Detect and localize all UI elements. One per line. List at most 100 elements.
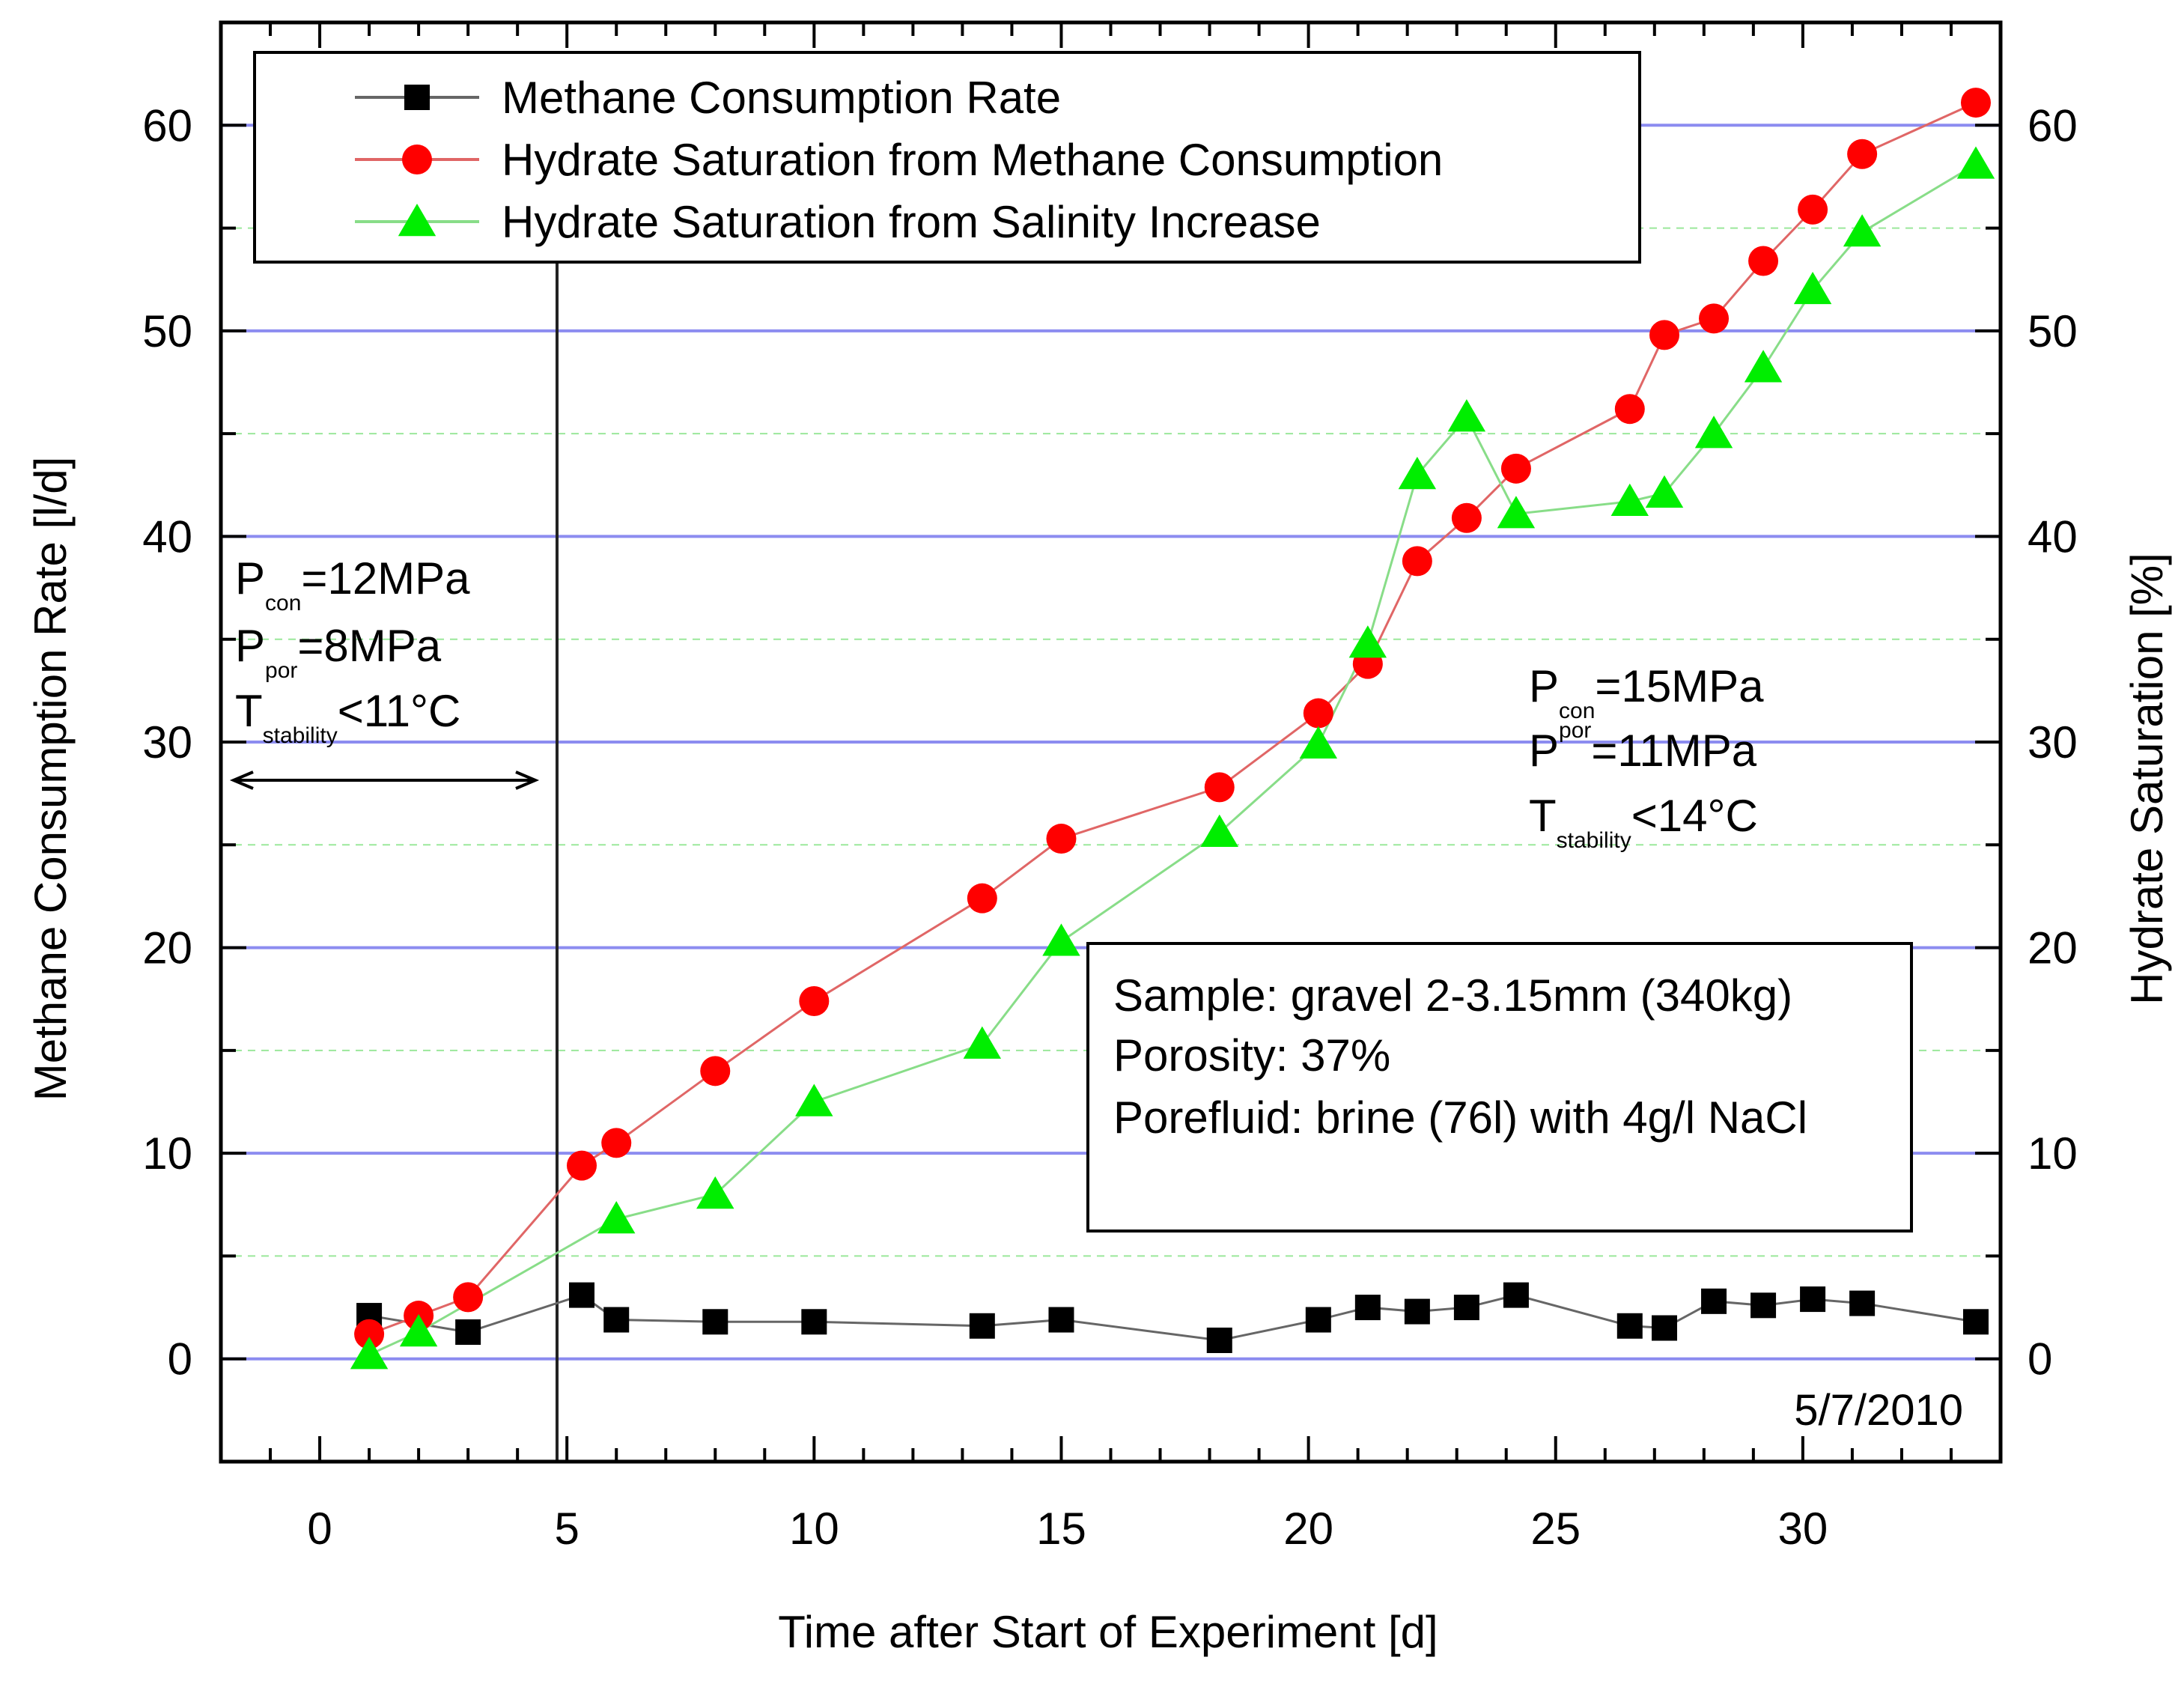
data-point-s2: [795, 1083, 833, 1116]
data-point-s2: [1956, 146, 1995, 179]
porefluid-line: Porefluid: brine (76l) with 4g/l NaCl: [1113, 1092, 1807, 1143]
data-point-s0: [1652, 1315, 1678, 1341]
y-tick-label-left: 10: [142, 1128, 192, 1179]
legend-label-0: Methane Consumption Rate: [502, 73, 1061, 123]
data-point-s2: [1348, 625, 1387, 658]
data-point-s0: [1800, 1286, 1826, 1313]
legend-marker-0: [404, 85, 430, 110]
legend-label-1: Hydrate Saturation from Methane Consumpt…: [502, 135, 1443, 185]
x-tick-label: 25: [1530, 1504, 1581, 1554]
data-point-s0: [1962, 1309, 1989, 1335]
data-point-s2: [1497, 496, 1536, 529]
y-tick-label-left: 30: [142, 717, 192, 768]
sample-info-box: Sample: gravel 2-3.15mm (340kg) Porosity…: [1086, 942, 1913, 1233]
axis-ticks: [219, 21, 2002, 1463]
annot-right-pcon: Pcon=15MPa: [1529, 661, 1764, 723]
arrow-head-left: [229, 771, 254, 790]
data-point-s1: [1649, 320, 1680, 350]
y-axis-title-left: Methane Consumption Rate [l/d]: [25, 457, 76, 1101]
data-point-s1: [1847, 139, 1878, 169]
x-axis-title: Time after Start of Experiment [d]: [778, 1607, 1438, 1657]
data-point-s2: [1843, 214, 1882, 247]
data-point-s1: [1046, 824, 1077, 854]
data-point-s2: [1694, 416, 1733, 449]
y-axis-title-right: Hydrate Saturation [%]: [2122, 553, 2172, 1005]
data-point-s1: [1303, 698, 1333, 729]
data-point-s1: [1451, 502, 1482, 533]
data-point-s2: [1645, 475, 1684, 508]
data-point-s0: [1616, 1313, 1643, 1339]
y-tick-label-right: 10: [2028, 1128, 2078, 1179]
data-point-s0: [969, 1313, 995, 1339]
data-point-s0: [1305, 1307, 1331, 1333]
data-point-s2: [399, 1314, 438, 1347]
annot-left-ppor: Ppor=8MPa: [235, 621, 442, 683]
legend-marker-2: [398, 204, 437, 237]
x-tick-label: 20: [1283, 1504, 1333, 1554]
data-point-s1: [967, 883, 997, 914]
x-tick-label: 15: [1036, 1504, 1086, 1554]
data-point-s0: [1453, 1295, 1479, 1321]
legend-frame: [253, 51, 1641, 264]
annot-left-tstab: Tstability<11°C: [235, 686, 460, 748]
date-label: 5/7/2010: [1794, 1386, 1963, 1435]
data-point-s2: [1042, 923, 1080, 956]
x-tick-label: 0: [307, 1504, 332, 1554]
data-point-s1: [1500, 453, 1531, 484]
data-point-s0: [569, 1282, 595, 1308]
data-point-s2: [1610, 483, 1649, 516]
porosity-line: Porosity: 37%: [1113, 1030, 1390, 1080]
data-point-s1: [567, 1150, 597, 1181]
data-point-s1: [1748, 246, 1779, 276]
data-point-s1: [799, 985, 830, 1016]
sample-line: Sample: gravel 2-3.15mm (340kg): [1113, 970, 1792, 1021]
y-tick-label-left: 40: [142, 511, 192, 562]
legend: Methane Consumption Rate Hydrate Saturati…: [253, 51, 1641, 264]
data-point-s1: [601, 1128, 632, 1158]
data-point-s0: [1354, 1295, 1381, 1321]
annot-left-pcon: Pcon=12MPa: [235, 553, 470, 616]
y-tick-label-left: 20: [142, 923, 192, 973]
sample-box-frame: [1086, 942, 1913, 1233]
y-tick-label-right: 0: [2028, 1334, 2052, 1385]
data-point-s1: [1960, 88, 1991, 118]
data-point-s2: [597, 1201, 636, 1234]
annot-right-ppor: Ppor=11MPa: [1529, 718, 1757, 776]
y-tick-label-left: 60: [142, 100, 192, 151]
legend-items: Methane Consumption Rate Hydrate Saturati…: [355, 73, 1443, 247]
series-line-1: [368, 101, 1977, 1336]
data-point-s1: [1614, 394, 1645, 425]
y-tick-label-right: 50: [2028, 306, 2078, 356]
data-point-s0: [1503, 1282, 1529, 1308]
data-point-s0: [1750, 1292, 1777, 1319]
data-point-s1: [453, 1282, 484, 1313]
data-point-s2: [1744, 350, 1783, 383]
x-tick-label: 10: [789, 1504, 839, 1554]
conditions-annotation-left: Pcon=12MPa Ppor=8MPa Tstability<11°C: [235, 553, 470, 748]
data-point-s2: [1200, 814, 1238, 848]
data-point-s0: [603, 1307, 630, 1333]
series-markers: [350, 88, 1995, 1370]
data-point-s2: [696, 1176, 734, 1209]
data-point-s2: [1793, 271, 1832, 305]
data-point-s0: [1849, 1290, 1876, 1316]
data-point-s0: [1048, 1307, 1074, 1333]
y-tick-label-right: 20: [2028, 923, 2078, 973]
data-point-s1: [1699, 303, 1730, 334]
arrow-head-right: [515, 771, 540, 790]
y-tick-label-right: 30: [2028, 717, 2078, 768]
data-point-s2: [1299, 726, 1338, 759]
data-point-s0: [455, 1319, 481, 1346]
data-point-s2: [963, 1026, 1002, 1059]
x-tick-label: 30: [1778, 1504, 1828, 1554]
double-arrow: [229, 771, 540, 790]
data-point-s2: [1398, 457, 1437, 490]
data-point-s0: [1206, 1328, 1232, 1354]
data-point-s1: [1204, 772, 1235, 803]
y-tick-label-right: 40: [2028, 511, 2078, 562]
data-point-s0: [1701, 1288, 1727, 1314]
data-point-s0: [702, 1309, 728, 1335]
y-tick-label-left: 0: [168, 1334, 192, 1385]
y-tick-label-right: 60: [2028, 100, 2078, 151]
